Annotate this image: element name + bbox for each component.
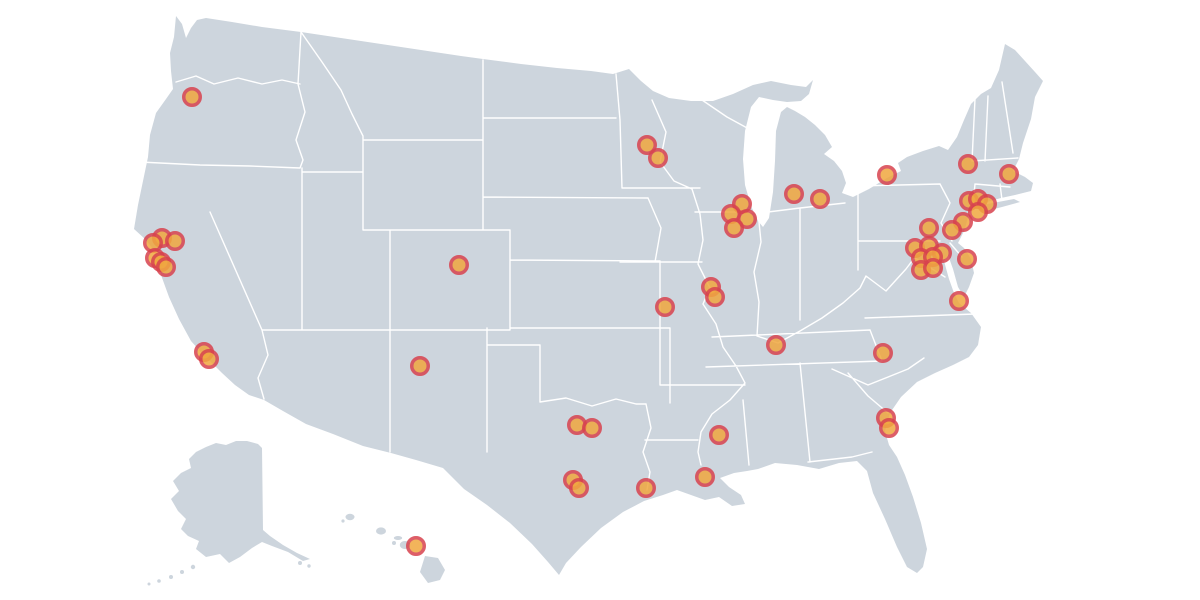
location-marker[interactable]: [873, 343, 893, 363]
hawaii-island-kauai: [345, 513, 355, 521]
alaska-landmass: [171, 441, 310, 563]
location-marker[interactable]: [923, 258, 943, 278]
hawaii-islands: [341, 513, 445, 583]
location-marker[interactable]: [637, 135, 657, 155]
hawaii-island-oahu: [376, 527, 386, 535]
alaska-inset: [147, 441, 311, 586]
aleutian-island: [169, 575, 173, 579]
location-marker[interactable]: [766, 335, 786, 355]
location-marker[interactable]: [449, 255, 469, 275]
southeast-ak-island: [298, 561, 302, 565]
location-marker[interactable]: [569, 478, 589, 498]
location-marker[interactable]: [406, 536, 426, 556]
hawaii-island-molokai: [393, 536, 403, 540]
hawaii-island-niihau: [341, 519, 345, 523]
location-markers: [143, 87, 1019, 556]
aleutian-island: [190, 564, 196, 570]
location-marker[interactable]: [582, 418, 602, 438]
location-marker[interactable]: [958, 154, 978, 174]
location-marker[interactable]: [879, 418, 899, 438]
location-marker[interactable]: [968, 202, 988, 222]
southeast-ak-island: [307, 564, 311, 568]
location-marker[interactable]: [165, 231, 185, 251]
location-marker[interactable]: [810, 189, 830, 209]
location-marker[interactable]: [957, 249, 977, 269]
location-marker[interactable]: [410, 356, 430, 376]
location-marker[interactable]: [199, 349, 219, 369]
location-marker[interactable]: [919, 218, 939, 238]
hawaii-island-bigisland: [420, 556, 445, 583]
location-marker[interactable]: [724, 218, 744, 238]
location-marker[interactable]: [949, 291, 969, 311]
aleutian-island: [180, 570, 184, 574]
location-marker[interactable]: [877, 165, 897, 185]
location-marker[interactable]: [695, 467, 715, 487]
contiguous-us-landmass: [134, 16, 1043, 575]
aleutian-island: [147, 582, 151, 586]
aleutian-island: [157, 579, 161, 583]
hawaii-island-lanai: [392, 541, 396, 545]
location-marker[interactable]: [705, 287, 725, 307]
location-marker[interactable]: [784, 184, 804, 204]
location-marker[interactable]: [648, 148, 668, 168]
location-marker[interactable]: [636, 478, 656, 498]
location-marker[interactable]: [655, 297, 675, 317]
location-marker[interactable]: [999, 164, 1019, 184]
location-marker[interactable]: [942, 220, 962, 240]
location-marker[interactable]: [737, 209, 757, 229]
location-marker[interactable]: [709, 425, 729, 445]
location-marker[interactable]: [156, 257, 176, 277]
location-marker[interactable]: [182, 87, 202, 107]
